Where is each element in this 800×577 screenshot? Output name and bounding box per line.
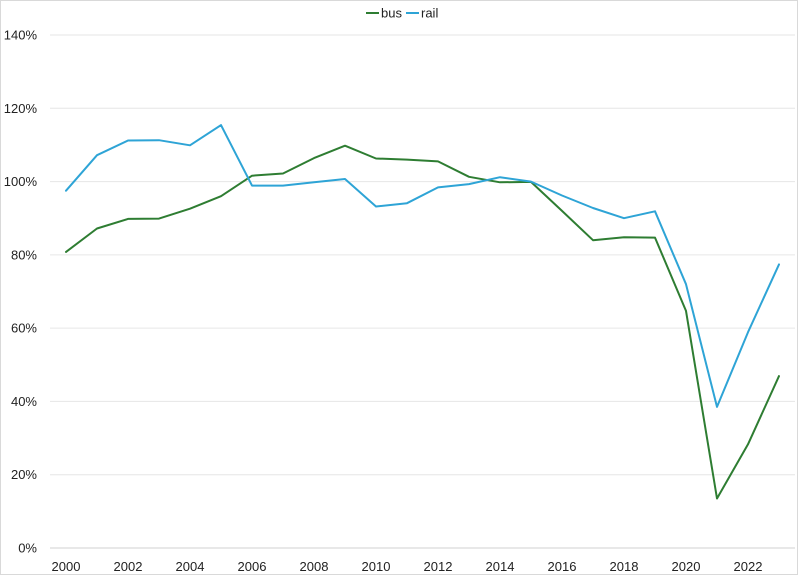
x-tick-label: 2006 <box>238 559 267 574</box>
x-axis-tick-labels: 2000 2002 2004 2006 2008 2010 2012 2014 2016 2018… <box>52 559 763 574</box>
x-tick-label: 2018 <box>610 559 639 574</box>
y-axis-tick-labels: 0% 20% 40% 60% 80% 100% 120% 140% <box>4 28 38 556</box>
series-line-rail <box>65 124 780 408</box>
legend-label-bus: bus <box>381 6 402 21</box>
gridlines <box>50 34 795 549</box>
legend-label-rail: rail <box>421 6 438 21</box>
y-tick-label: 0% <box>18 541 37 556</box>
x-tick-label: 2010 <box>362 559 391 574</box>
x-tick-label: 2016 <box>548 559 577 574</box>
y-tick-label: 100% <box>4 174 38 189</box>
y-tick-label: 20% <box>11 467 37 482</box>
y-tick-label: 80% <box>11 247 37 262</box>
x-tick-label: 2014 <box>486 559 515 574</box>
legend: bus rail <box>366 6 438 21</box>
x-tick-label: 2012 <box>424 559 453 574</box>
y-tick-label: 120% <box>4 101 38 116</box>
y-tick-label: 140% <box>4 28 38 43</box>
y-tick-label: 60% <box>11 321 37 336</box>
x-tick-label: 2008 <box>300 559 329 574</box>
x-tick-label: 2000 <box>52 559 81 574</box>
x-tick-label: 2004 <box>176 559 205 574</box>
x-tick-label: 2022 <box>734 559 763 574</box>
series-lines <box>65 124 780 500</box>
x-tick-label: 2020 <box>672 559 701 574</box>
series-line-bus <box>65 144 780 500</box>
y-tick-label: 40% <box>11 394 37 409</box>
x-tick-label: 2002 <box>114 559 143 574</box>
